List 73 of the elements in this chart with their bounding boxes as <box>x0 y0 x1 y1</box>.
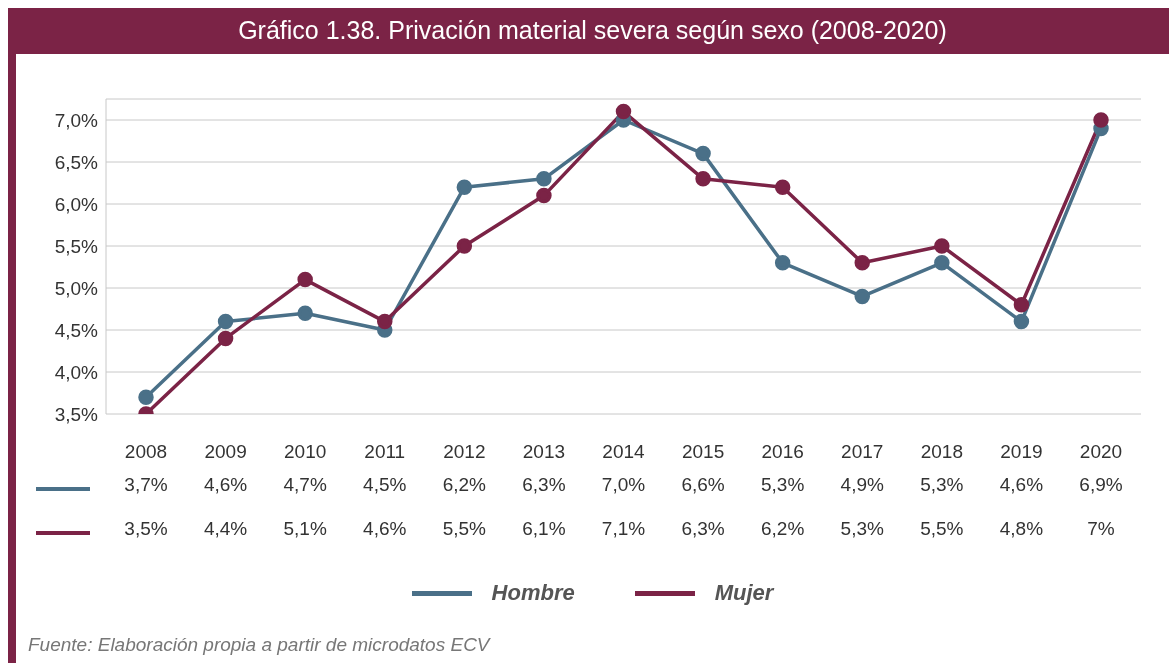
data-label: 4,8% <box>998 518 1045 540</box>
point <box>934 255 950 271</box>
point <box>854 288 870 305</box>
point <box>456 238 473 254</box>
x-tick-label: 2015 <box>681 441 725 463</box>
x-tick-label: 2008 <box>124 441 168 463</box>
y-tick-label: 7,0% <box>54 109 99 131</box>
point <box>1013 297 1030 313</box>
y-tick-label: 6,5% <box>54 151 99 173</box>
data-label: 3,7% <box>123 474 169 496</box>
chart-title: Gráfico 1.38. Privación material severa según sexo (2008-2020) <box>16 8 1169 54</box>
x-tick-label: 2009 <box>204 441 247 463</box>
y-tick-label: 5,0% <box>54 277 99 299</box>
data-label: 4,6% <box>202 474 249 496</box>
x-tick-label: 2019 <box>1000 441 1043 463</box>
data-label: 4,5% <box>362 474 408 496</box>
data-label: 7,0% <box>600 474 647 496</box>
x-tick-label: 2018 <box>920 441 963 463</box>
data-label: 5,3% <box>760 474 806 496</box>
data-label: 4,6% <box>998 474 1045 496</box>
data-label: 6,2% <box>441 474 487 496</box>
point <box>695 171 711 187</box>
data-label: 4,6% <box>362 518 408 540</box>
y-tick-label: 3,5% <box>54 403 99 425</box>
data-label: 6,2% <box>760 518 806 540</box>
data-label: 7% <box>1086 518 1116 540</box>
x-tick-label: 2020 <box>1079 441 1123 463</box>
x-tick-label: 2010 <box>284 441 327 463</box>
point <box>615 103 632 120</box>
source-note: Fuente: Elaboración propia a partir de microdatos ECV <box>28 634 492 656</box>
data-label: 4,9% <box>839 474 885 496</box>
point <box>217 313 234 330</box>
legend-label: Hombre <box>491 580 575 606</box>
point <box>138 389 154 405</box>
data-label: 6,1% <box>521 518 567 540</box>
data-label: 5,5% <box>441 518 487 540</box>
legend-label: Mujer <box>714 580 774 606</box>
y-tick-label: 4,0% <box>54 361 99 383</box>
y-tick-label: 6,0% <box>54 193 99 215</box>
point <box>1013 313 1030 330</box>
data-label: 4,4% <box>202 518 249 540</box>
point <box>377 313 393 330</box>
point <box>217 330 234 347</box>
data-label: 7,1% <box>600 518 647 540</box>
data-label: 5,1% <box>282 518 328 540</box>
x-tick-label: 2013 <box>522 441 566 463</box>
point <box>934 238 950 254</box>
point <box>536 187 552 204</box>
data-label: 6,9% <box>1078 474 1124 496</box>
data-label: 5,5% <box>919 518 965 540</box>
point <box>774 255 791 271</box>
data-label: 3,5% <box>123 518 169 540</box>
point <box>297 271 313 288</box>
data-label: 4,7% <box>282 474 328 496</box>
x-tick-label: 2014 <box>602 441 646 463</box>
point <box>774 179 791 195</box>
data-label: 6,6% <box>680 474 726 496</box>
data-label: 6,3% <box>680 518 726 540</box>
x-tick-label: 2016 <box>761 441 804 463</box>
data-label: 5,3% <box>839 518 885 540</box>
x-tick-label: 2012 <box>443 441 486 463</box>
data-label: 6,3% <box>521 474 567 496</box>
point <box>854 255 870 271</box>
x-tick-label: 2017 <box>841 441 884 463</box>
x-tick-label: 2011 <box>364 441 406 463</box>
y-tick-label: 5,5% <box>54 235 99 257</box>
point <box>695 145 711 162</box>
point <box>456 179 473 195</box>
point <box>536 171 552 187</box>
data-label: 5,3% <box>919 474 965 496</box>
point <box>1093 112 1109 128</box>
point <box>297 305 313 321</box>
y-tick-label: 4,5% <box>54 319 99 341</box>
